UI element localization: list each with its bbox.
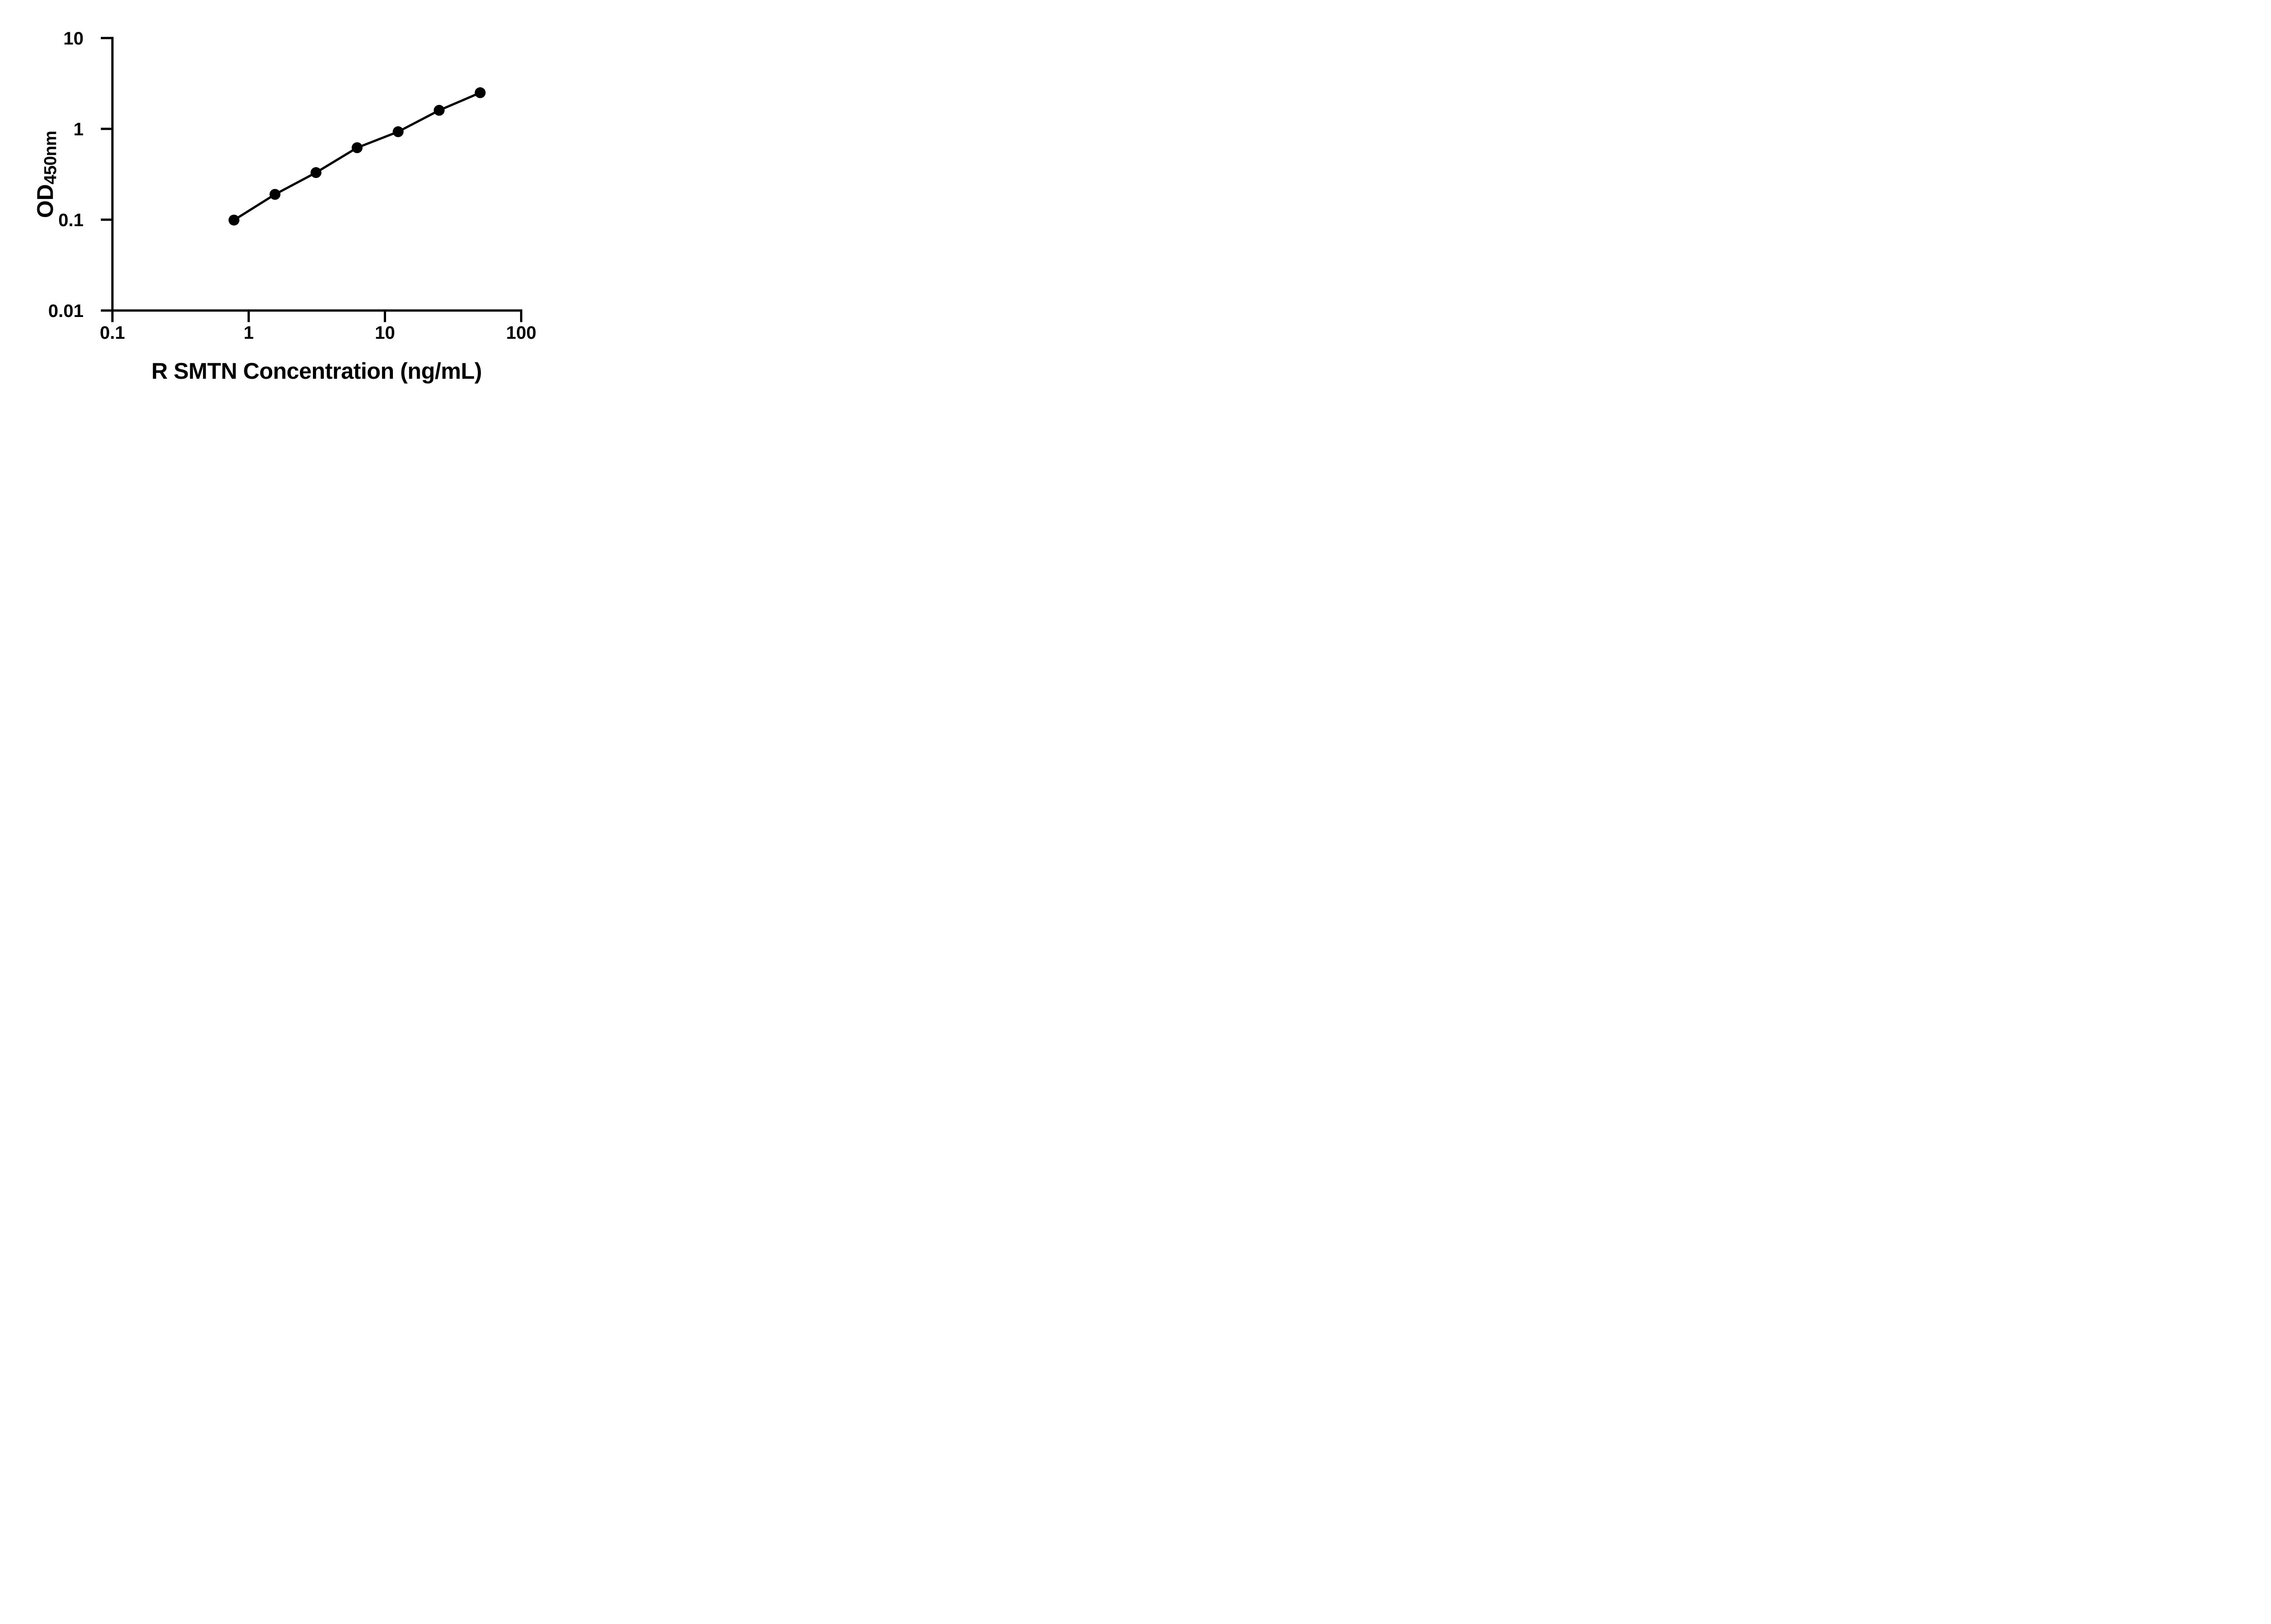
data-point-12.5 [392, 126, 404, 138]
x-tick-label-0.1: 0.1 [100, 323, 125, 343]
data-point-3.12 [310, 167, 322, 178]
data-point-50 [475, 87, 486, 99]
x-axis-title: R SMTN Concentration (ng/mL) [151, 358, 482, 384]
y-tick-label-0.1: 0.1 [58, 210, 84, 230]
x-tick-label-1: 1 [243, 323, 253, 343]
elisa-standard-curve-figure: 10 1 0.1 0.01 0.1 1 10 100 OD450nm R SMTN Conce… [0, 0, 584, 406]
x-tick-label-10: 10 [375, 323, 395, 343]
data-point-0.78 [228, 214, 240, 226]
y-axis-title-main: OD [32, 184, 58, 218]
data-point-25 [433, 104, 445, 116]
data-point-6.25 [352, 142, 363, 153]
x-tick-label-100: 100 [506, 323, 536, 343]
y-tick-label-0.01: 0.01 [48, 301, 84, 321]
data-point-1.56 [269, 188, 281, 200]
y-axis-title: OD450nm [32, 131, 61, 218]
y-tick-label-10: 10 [64, 29, 84, 49]
y-axis-title-subscript: 450nm [41, 131, 60, 184]
standard-curve-plot-area: 10 1 0.1 0.01 0.1 1 10 100 [48, 29, 536, 343]
y-tick-label-1: 1 [74, 119, 84, 139]
